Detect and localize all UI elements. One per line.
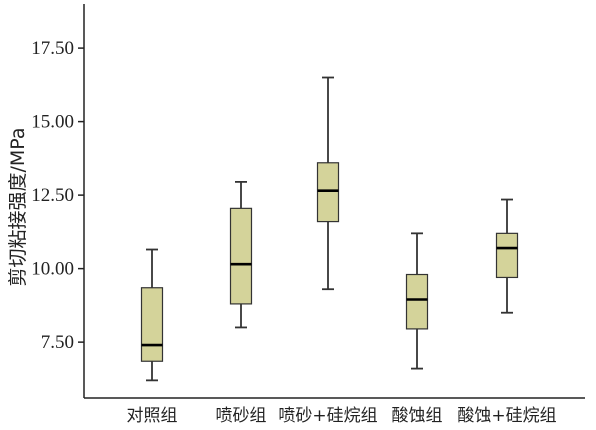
y-tick-label: 7.50 bbox=[41, 332, 74, 353]
y-ticks: 7.50 10.00 12.50 15.00 17.50 bbox=[31, 38, 84, 353]
x-category-label: 酸蚀+硅烷组 bbox=[457, 406, 556, 426]
box-1 bbox=[140, 248, 164, 382]
box-3 bbox=[316, 76, 340, 291]
x-category-label: 喷砂+硅烷组 bbox=[278, 406, 377, 426]
box-2 bbox=[229, 180, 253, 329]
y-tick-label: 17.50 bbox=[31, 38, 74, 59]
y-tick-label: 12.50 bbox=[31, 185, 74, 206]
box-iqr bbox=[229, 207, 253, 305]
x-tick-labels: 对照组 喷砂组 喷砂+硅烷组 酸蚀组 酸蚀+硅烷组 bbox=[127, 406, 557, 426]
x-category-label: 喷砂组 bbox=[216, 406, 267, 426]
axes bbox=[83, 4, 585, 399]
x-category-label: 对照组 bbox=[127, 406, 178, 426]
y-axis-title: 剪切粘接强度/MPa bbox=[7, 127, 29, 286]
boxes bbox=[140, 76, 519, 382]
box-iqr bbox=[140, 287, 164, 362]
x-category-label: 酸蚀组 bbox=[392, 406, 443, 426]
y-tick-label: 10.00 bbox=[31, 259, 74, 280]
box-iqr bbox=[316, 162, 340, 223]
box-iqr bbox=[405, 273, 429, 330]
y-tick-label: 15.00 bbox=[31, 112, 74, 133]
box-4 bbox=[405, 232, 429, 370]
box-iqr bbox=[495, 232, 519, 279]
box-5 bbox=[495, 198, 519, 314]
